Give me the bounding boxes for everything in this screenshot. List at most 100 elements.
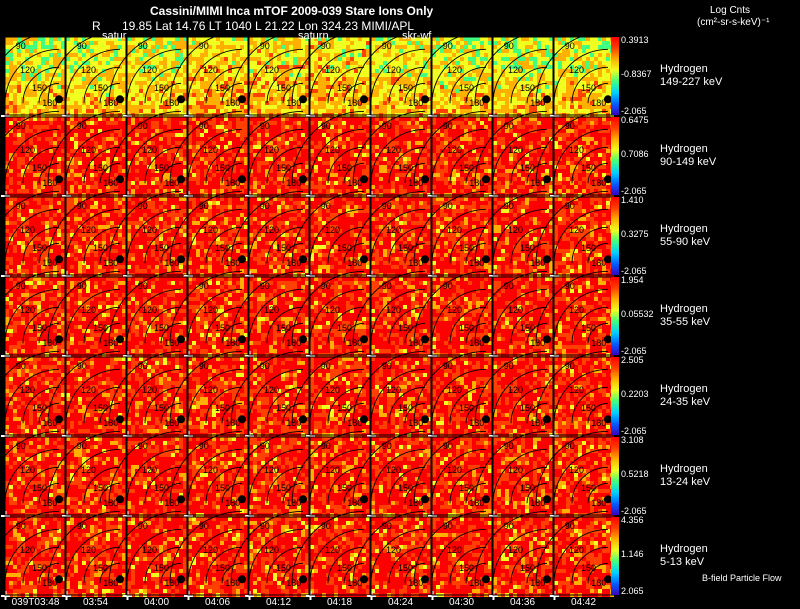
contour-label: 180 <box>225 498 240 508</box>
contour-label: 150 <box>581 164 596 173</box>
contour-label: 150 <box>215 244 230 253</box>
panel <box>0 30 66 120</box>
scale-mid-value: 1.146 <box>621 550 644 559</box>
overlay-label-satur: satur <box>102 31 126 42</box>
contour-label: 180 <box>286 178 301 188</box>
contour-label: 180 <box>347 178 362 188</box>
panel <box>230 430 310 520</box>
contour-label: 150 <box>581 324 596 333</box>
contour-label: 150 <box>581 84 596 93</box>
contour-label: 150 <box>337 484 352 493</box>
panel <box>352 110 432 200</box>
contour-label: 150 <box>32 404 47 413</box>
contour-label: 150 <box>337 324 352 333</box>
scale-max-value: 1.410 <box>621 196 644 205</box>
contour-label: 90 <box>504 42 514 51</box>
contour-label: 120 <box>569 385 584 395</box>
contour-label: 120 <box>508 225 523 235</box>
contour-label: 150 <box>215 484 230 493</box>
geo-r-label: R <box>92 20 101 32</box>
panel <box>169 190 249 280</box>
contour-label: 90 <box>16 442 26 451</box>
contour-label: 120 <box>142 385 157 395</box>
contour-label: 90 <box>565 202 575 211</box>
contour-label: 150 <box>276 244 291 253</box>
contour-label: 90 <box>443 282 453 291</box>
contour-label: 150 <box>520 564 535 573</box>
contour-label: 90 <box>504 442 514 451</box>
scale-mid-value: 0.05532 <box>621 310 654 319</box>
contour-label: 90 <box>382 42 392 51</box>
contour-label: 150 <box>32 244 47 253</box>
energy-label: 13-24 keV <box>660 477 710 488</box>
contour-label: 120 <box>142 545 157 555</box>
contour-label: 150 <box>337 564 352 573</box>
scale-mid-value: 0.7086 <box>621 150 649 159</box>
scale-min-value: -2.065 <box>621 347 647 356</box>
contour-label: 150 <box>520 324 535 333</box>
contour-label: 150 <box>581 484 596 493</box>
contour-label: 90 <box>77 362 87 371</box>
contour-label: 90 <box>199 202 209 211</box>
contour-label: 180 <box>408 498 423 508</box>
contour-label: 90 <box>138 202 148 211</box>
contour-label: 90 <box>77 122 87 131</box>
contour-label: 180 <box>286 418 301 428</box>
panel <box>413 510 493 600</box>
contour-label: 120 <box>20 545 35 555</box>
contour-label: 150 <box>93 564 108 573</box>
contour-label: 90 <box>321 202 331 211</box>
contour-label: 150 <box>459 564 474 573</box>
contour-label: 150 <box>32 484 47 493</box>
contour-label: 90 <box>321 282 331 291</box>
contour-label: 120 <box>203 225 218 235</box>
contour-label: 150 <box>154 164 169 173</box>
contour-label: 120 <box>386 385 401 395</box>
contour-label: 120 <box>508 65 523 75</box>
panel <box>0 350 66 440</box>
panel <box>47 270 127 360</box>
contour-label: 120 <box>447 545 462 555</box>
contour-label: 180 <box>164 498 179 508</box>
contour-label: 90 <box>260 202 270 211</box>
contour-label: 150 <box>581 244 596 253</box>
contour-label: 90 <box>443 122 453 131</box>
time-label: 03:54 <box>83 598 108 608</box>
panel <box>47 430 127 520</box>
contour-label: 120 <box>508 465 523 475</box>
contour-label: 90 <box>504 122 514 131</box>
contour-label: 150 <box>398 484 413 493</box>
contour-label: 120 <box>386 545 401 555</box>
contour-label: 180 <box>286 98 301 108</box>
species-label: Hydrogen <box>660 144 708 155</box>
contour-label: 180 <box>469 258 484 268</box>
scale-title: Log Cnts <box>710 6 750 16</box>
contour-label: 150 <box>215 404 230 413</box>
contour-label: 120 <box>508 545 523 555</box>
contour-label: 180 <box>164 338 179 348</box>
contour-label: 90 <box>321 362 331 371</box>
contour-label: 180 <box>591 178 606 188</box>
contour-label: 150 <box>215 164 230 173</box>
contour-label: 180 <box>347 418 362 428</box>
panel <box>0 190 66 280</box>
scale-min-value: -2.065 <box>621 107 647 116</box>
contour-label: 150 <box>276 404 291 413</box>
contour-label: 150 <box>520 484 535 493</box>
contour-label: 150 <box>459 404 474 413</box>
contour-label: 120 <box>264 545 279 555</box>
time-label: 04:30 <box>449 598 474 608</box>
contour-label: 90 <box>138 122 148 131</box>
species-label: Hydrogen <box>660 384 708 395</box>
contour-label: 150 <box>459 164 474 173</box>
contour-label: 120 <box>81 305 96 315</box>
scale-max-value: 3.108 <box>621 436 644 445</box>
species-label: Hydrogen <box>660 304 708 315</box>
panel <box>169 510 249 600</box>
contour-label: 180 <box>408 258 423 268</box>
contour-label: 120 <box>264 65 279 75</box>
contour-label: 90 <box>321 442 331 451</box>
contour-label: 180 <box>408 98 423 108</box>
contour-label: 90 <box>260 122 270 131</box>
scale-max-value: 4.356 <box>621 516 644 525</box>
